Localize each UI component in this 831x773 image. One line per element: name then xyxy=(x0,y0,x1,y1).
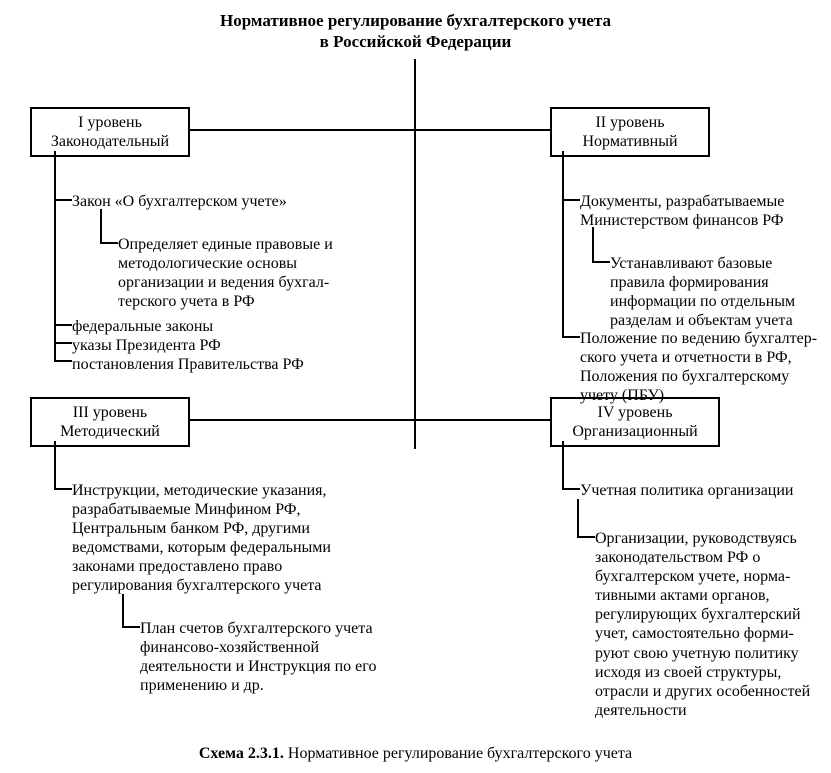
text-t1: Закон «О бухгалтерском учете» xyxy=(72,192,332,211)
vline-v_center xyxy=(414,59,416,449)
text-t8: План счетов бухгалтерского учета финансо… xyxy=(140,619,390,696)
hline-h_t4 xyxy=(562,199,580,201)
title-line2: в Российской Федерации xyxy=(320,32,512,51)
hline-h_t5 xyxy=(592,261,610,263)
node-line2: Организационный xyxy=(560,422,710,441)
node-n2: II уровеньНормативный xyxy=(550,107,710,157)
node-n3: III уровеньМетодический xyxy=(30,397,190,447)
diagram-caption: Схема 2.3.1. Нормативное регулирование б… xyxy=(10,745,821,763)
vline-v_R1 xyxy=(562,151,564,338)
vline-v_L4 xyxy=(122,594,124,628)
text-t2: Определяет единые правовые и методологич… xyxy=(118,235,353,312)
vline-v_R2 xyxy=(592,227,594,263)
hline-h_mid xyxy=(190,419,550,421)
hline-h_t1 xyxy=(54,199,72,201)
caption-text: Нормативное регулирование бухгалтерского… xyxy=(288,745,632,762)
hline-h_t10 xyxy=(577,536,595,538)
text-t5: Устанавливают базовые правила формирован… xyxy=(610,254,820,331)
vline-v_R3 xyxy=(562,441,564,490)
text-t4: Документы, разрабатываемые Министерством… xyxy=(580,192,820,230)
text-t7: Инструкции, методические указания, разра… xyxy=(72,481,372,596)
diagram-title: Нормативное регулирование бухгалтерского… xyxy=(10,10,821,53)
node-line1: IV уровень xyxy=(560,403,710,422)
hline-h_t7 xyxy=(54,488,72,490)
vline-v_L3 xyxy=(54,441,56,490)
text-t3: федеральные законы указы Президента РФ п… xyxy=(72,317,342,375)
text-t9: Учетная политика организации xyxy=(580,481,820,500)
hline-h_t6 xyxy=(562,336,580,338)
node-line2: Методический xyxy=(40,422,180,441)
hline-h_t3b xyxy=(54,342,72,344)
vline-v_R4 xyxy=(577,499,579,538)
hline-h_t3a xyxy=(54,324,72,326)
node-line1: II уровень xyxy=(560,113,700,132)
title-line1: Нормативное регулирование бухгалтерского… xyxy=(220,11,611,30)
hline-h_t2 xyxy=(100,242,118,244)
text-t6: Положение по ведению бухгалтер­ского уче… xyxy=(580,329,820,406)
hline-h_t3c xyxy=(54,360,72,362)
node-line2: Законодательный xyxy=(40,132,180,151)
diagram-canvas: I уровеньЗаконодательный II уровеньНормат… xyxy=(10,59,821,739)
node-n1: I уровеньЗаконодательный xyxy=(30,107,190,157)
node-line1: III уровень xyxy=(40,403,180,422)
node-line1: I уровень xyxy=(40,113,180,132)
vline-v_L2 xyxy=(100,209,102,244)
caption-label: Схема 2.3.1. xyxy=(199,745,284,762)
hline-h_t8 xyxy=(122,626,140,628)
node-line2: Нормативный xyxy=(560,132,700,151)
vline-v_L1 xyxy=(54,151,56,362)
text-t10: Организации, руководствуясь законодатель… xyxy=(595,529,820,721)
hline-h_top xyxy=(190,129,550,131)
hline-h_t9 xyxy=(562,488,580,490)
